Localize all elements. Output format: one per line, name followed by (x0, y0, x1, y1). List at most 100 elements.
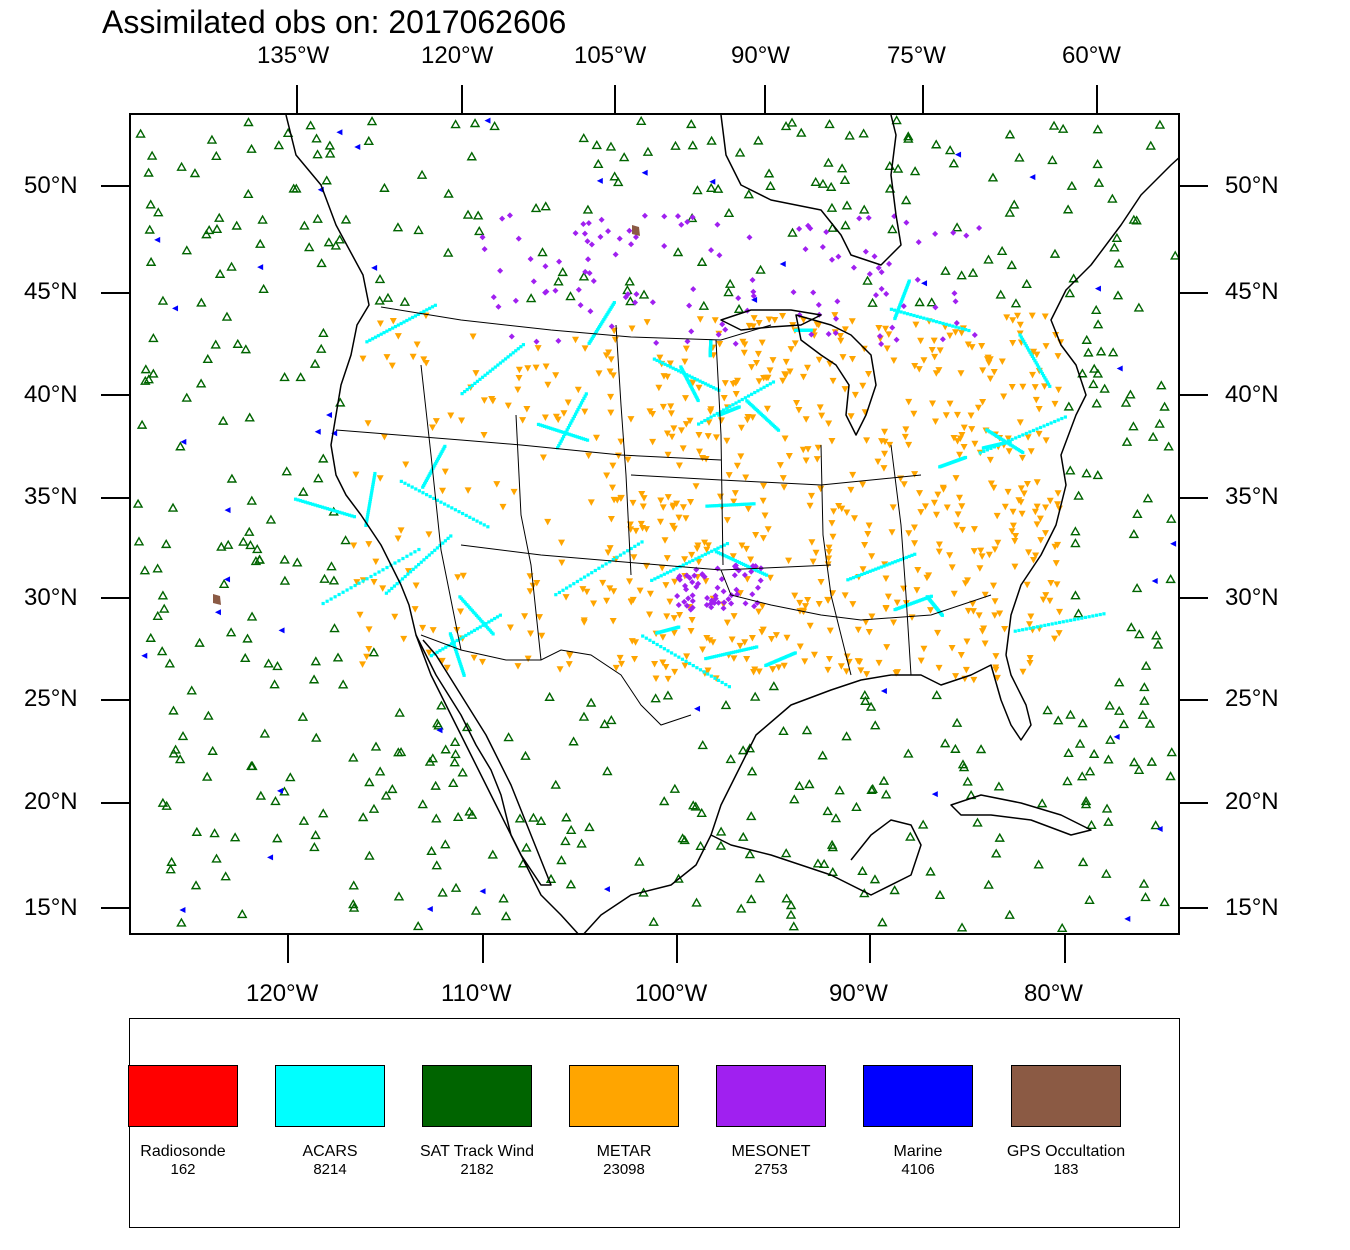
obs-marker (585, 438, 590, 442)
obs-marker (709, 384, 713, 388)
obs-marker (659, 659, 667, 666)
obs-marker (877, 917, 888, 927)
obs-marker (925, 866, 936, 876)
gulf-coastline (583, 654, 1032, 933)
legend-label: GPS Occultation (1006, 1143, 1126, 1160)
obs-marker (781, 435, 789, 442)
obs-marker (1166, 513, 1177, 523)
obs-marker (719, 653, 723, 657)
obs-marker (459, 663, 463, 667)
obs-marker (514, 663, 522, 670)
obs-marker (201, 229, 212, 239)
legend-count: 2182 (460, 1161, 494, 1178)
obs-marker (669, 502, 677, 510)
obs-marker (1073, 490, 1084, 500)
obs-marker (141, 652, 148, 659)
obs-marker (707, 406, 715, 413)
right-tick (1180, 185, 1208, 187)
obs-marker (438, 657, 446, 665)
obs-marker (656, 575, 660, 579)
obs-marker (750, 293, 757, 300)
obs-marker (851, 391, 859, 399)
obs-marker (740, 349, 748, 357)
obs-marker (755, 319, 763, 327)
obs-marker (1009, 522, 1017, 530)
obs-marker (676, 611, 684, 619)
obs-marker (971, 440, 979, 448)
obs-marker (196, 297, 207, 307)
obs-marker (1014, 312, 1022, 320)
obs-marker (882, 575, 890, 582)
obs-marker (708, 247, 715, 254)
obs-marker (943, 504, 951, 511)
obs-marker (1049, 421, 1053, 425)
legend-swatch (128, 1065, 238, 1127)
obs-marker (293, 497, 298, 501)
obs-marker (796, 127, 807, 137)
obs-marker (670, 651, 674, 655)
left-tick (101, 699, 129, 701)
obs-marker (862, 571, 867, 576)
obs-marker (736, 590, 744, 597)
obs-marker (663, 555, 671, 562)
obs-marker (714, 550, 719, 554)
obs-marker (587, 499, 595, 506)
obs-marker (419, 311, 423, 315)
obs-marker (860, 695, 871, 705)
obs-marker (750, 288, 757, 295)
obs-marker (1092, 470, 1104, 480)
top-lon-label: 135°W (257, 42, 330, 69)
obs-marker (826, 627, 834, 635)
obs-marker (1024, 344, 1028, 348)
obs-marker (1052, 560, 1060, 567)
obs-marker (746, 502, 750, 506)
legend-item-acars: ACARS 8214 (250, 1065, 410, 1178)
obs-marker (564, 430, 568, 434)
obs-marker (602, 766, 613, 776)
obs-marker (715, 599, 722, 606)
obs-marker (648, 916, 659, 926)
obs-marker (427, 553, 431, 557)
obs-marker (1005, 448, 1013, 455)
obs-marker (679, 445, 687, 452)
obs-marker (359, 661, 367, 668)
obs-marker (331, 430, 338, 437)
obs-marker (491, 367, 495, 371)
obs-marker (772, 632, 780, 639)
obs-marker (597, 233, 604, 240)
obs-marker (704, 433, 712, 440)
obs-marker (706, 417, 710, 421)
obs-marker (652, 357, 656, 361)
obs-marker (589, 338, 593, 342)
obs-marker (424, 493, 429, 497)
obs-marker (472, 370, 480, 377)
obs-marker (908, 614, 916, 621)
obs-marker (276, 787, 283, 794)
obs-marker (611, 557, 615, 562)
obs-marker (325, 507, 330, 511)
obs-marker (664, 494, 672, 501)
obs-marker (493, 365, 497, 369)
obs-marker (890, 357, 898, 365)
obs-marker (145, 632, 156, 642)
obs-marker (710, 655, 714, 659)
obs-marker (379, 585, 387, 592)
obs-marker (475, 379, 480, 383)
legend-item-mesonet: MESONET 2753 (691, 1065, 851, 1178)
obs-marker (388, 328, 392, 332)
obs-marker (755, 608, 763, 616)
bottom-lon-label: 90°W (829, 980, 888, 1007)
obs-marker (651, 660, 659, 668)
obs-marker (1156, 826, 1163, 833)
obs-marker (430, 551, 434, 555)
obs-marker (1133, 764, 1145, 775)
obs-marker (1022, 339, 1026, 344)
obs-marker (709, 674, 713, 678)
obs-marker (408, 570, 413, 574)
obs-marker (1089, 363, 1100, 373)
obs-marker (873, 292, 880, 299)
obs-marker (978, 343, 986, 350)
obs-marker (663, 373, 671, 381)
obs-marker (707, 504, 711, 508)
obs-marker (752, 567, 756, 571)
